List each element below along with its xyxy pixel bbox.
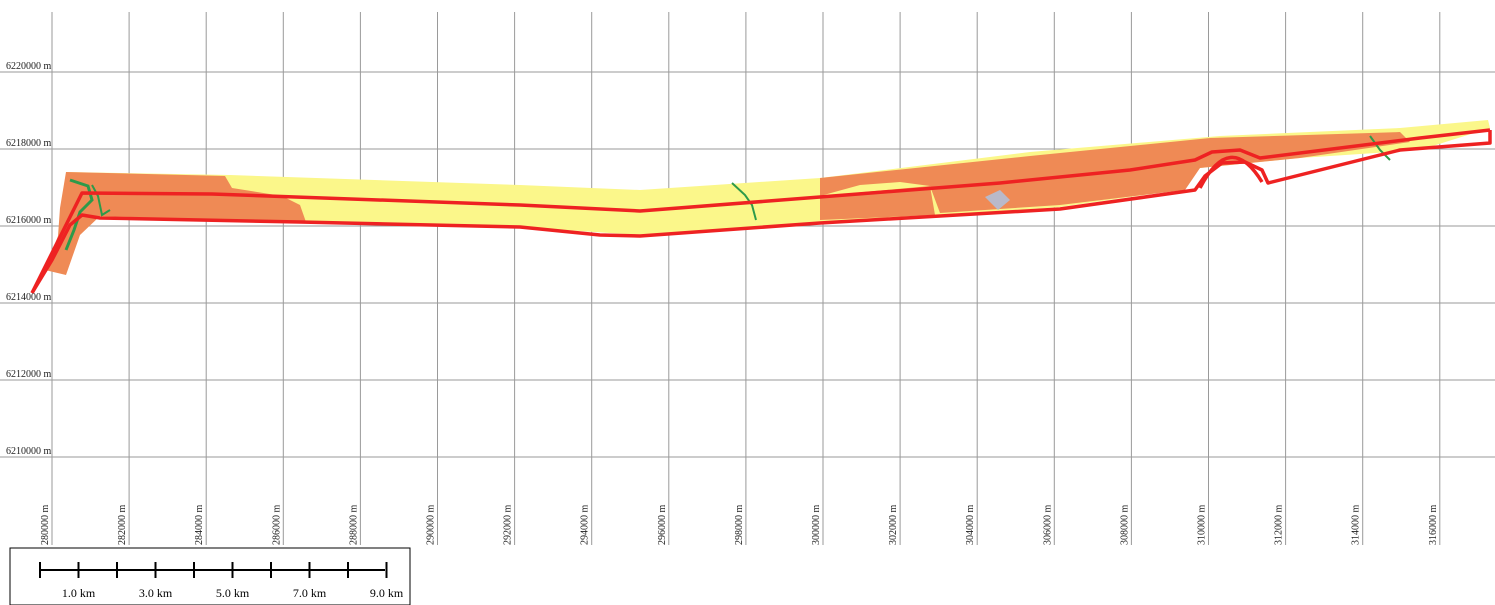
x-tick-label: 284000 m xyxy=(194,505,205,546)
x-tick-label: 282000 m xyxy=(117,505,128,546)
grid xyxy=(0,12,1495,545)
x-axis-labels: 280000 m 282000 m 284000 m 286000 m 288000 m… xyxy=(40,505,1439,546)
x-tick-label: 298000 m xyxy=(734,505,745,546)
vegetation-strip xyxy=(1369,135,1391,161)
scale-bar-labels: 1.0 km 3.0 km 5.0 km 7.0 km 9.0 km xyxy=(62,586,404,600)
vegetation-strip xyxy=(91,184,111,217)
x-tick-label: 288000 m xyxy=(348,505,359,546)
y-tick-label: 6212000 m xyxy=(6,369,52,380)
x-tick-label: 304000 m xyxy=(965,505,976,546)
x-tick-label: 280000 m xyxy=(40,505,51,546)
scale-bar-label: 9.0 km xyxy=(370,586,404,600)
y-tick-label: 6214000 m xyxy=(6,292,52,303)
x-tick-label: 300000 m xyxy=(811,505,822,546)
scale-bar: 1.0 km 3.0 km 5.0 km 7.0 km 9.0 km xyxy=(9,547,411,605)
corridor-centerline xyxy=(30,128,1491,294)
vegetation-strip xyxy=(64,178,94,251)
scale-bar-frame xyxy=(9,547,411,605)
vegetation-strip xyxy=(731,182,757,221)
x-tick-label: 316000 m xyxy=(1428,505,1439,546)
x-tick-label: 294000 m xyxy=(580,505,591,546)
scale-bar-label: 7.0 km xyxy=(293,586,327,600)
x-tick-label: 308000 m xyxy=(1119,505,1130,546)
x-tick-label: 302000 m xyxy=(888,505,899,546)
y-axis-labels: 6220000 m 6218000 m 6216000 m 6214000 m 6212… xyxy=(6,61,52,457)
x-tick-label: 306000 m xyxy=(1042,505,1053,546)
land-orange-area xyxy=(45,172,306,275)
corridor-arc xyxy=(1198,155,1264,189)
corridor-outline xyxy=(30,128,1492,294)
scale-bar-ticks xyxy=(39,562,388,578)
corridor-boundary xyxy=(30,130,1492,294)
x-tick-label: 286000 m xyxy=(271,505,282,546)
urban-patch xyxy=(985,190,1010,210)
x-tick-label: 310000 m xyxy=(1197,505,1208,546)
x-tick-label: 296000 m xyxy=(657,505,668,546)
x-tick-label: 314000 m xyxy=(1351,505,1362,546)
y-tick-label: 6218000 m xyxy=(6,138,52,149)
scale-bar-label: 3.0 km xyxy=(139,586,173,600)
scale-bar-label: 1.0 km xyxy=(62,586,96,600)
x-tick-label: 312000 m xyxy=(1274,505,1285,546)
y-tick-label: 6210000 m xyxy=(6,446,52,457)
y-tick-label: 6216000 m xyxy=(6,215,52,226)
x-tick-label: 292000 m xyxy=(503,505,514,546)
scale-bar-label: 5.0 km xyxy=(216,586,250,600)
y-tick-label: 6220000 m xyxy=(6,61,52,72)
x-tick-label: 290000 m xyxy=(426,505,437,546)
